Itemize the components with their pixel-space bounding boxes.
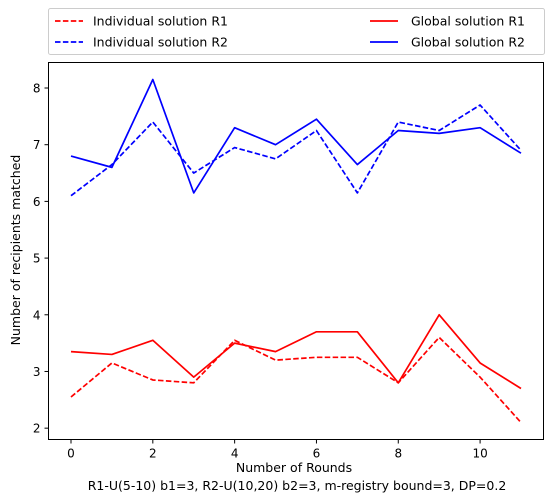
y-tick-label: 4 <box>33 308 41 322</box>
x-tick-label: 6 <box>313 447 321 461</box>
x-tick-label: 2 <box>149 447 157 461</box>
series-line-individual-solution-r1 <box>70 336 522 424</box>
y-tick-label: 8 <box>33 82 41 96</box>
legend-entry-individual-r1: Individual solution R1 <box>55 14 228 29</box>
series-layer <box>70 78 522 424</box>
x-axis-title: Number of Rounds <box>236 460 352 475</box>
x-axis-subtitle: R1-U(5-10) b1=3, R2-U(10,20) b2=3, m-reg… <box>88 478 507 493</box>
x-tick-label: 10 <box>472 447 487 461</box>
y-axis-title: Number of recipients matched <box>8 155 23 346</box>
x-tick-label: 4 <box>231 447 239 461</box>
plot-frame <box>48 62 544 440</box>
x-tick-label: 8 <box>394 447 402 461</box>
legend-label-global-r2: Global solution R2 <box>411 35 525 50</box>
y-tick-label: 5 <box>33 252 41 266</box>
y-tick-label: 7 <box>33 138 41 152</box>
x-tick-label: 0 <box>67 447 75 461</box>
legend-entry-individual-r2: Individual solution R2 <box>55 35 228 50</box>
y-tick-label: 3 <box>33 365 41 379</box>
y-tick-label: 2 <box>33 422 41 436</box>
legend-label-individual-r1: Individual solution R1 <box>93 14 228 29</box>
legend-label-global-r1: Global solution R1 <box>411 14 525 29</box>
legend-frame <box>48 8 545 55</box>
series-line-global-solution-r1 <box>70 313 522 390</box>
y-axis: 2 3 4 5 6 7 8 <box>33 82 49 436</box>
legend: Individual solution R1 Individual soluti… <box>48 8 545 55</box>
legend-label-individual-r2: Individual solution R2 <box>93 35 228 50</box>
y-tick-label: 6 <box>33 195 41 209</box>
legend-entry-global-r2: Global solution R2 <box>370 35 525 50</box>
legend-entry-global-r1: Global solution R1 <box>370 14 525 29</box>
x-axis: 0 2 4 6 8 10 <box>67 439 488 461</box>
series-line-global-solution-r2 <box>70 78 522 194</box>
series-line-individual-solution-r2 <box>70 104 522 197</box>
